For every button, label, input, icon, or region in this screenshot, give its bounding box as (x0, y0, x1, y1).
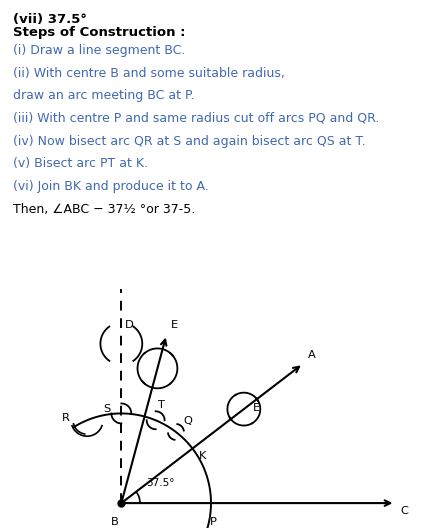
Text: T: T (157, 400, 163, 410)
Text: Then, ∠ABC − 37½ °or 37-5.: Then, ∠ABC − 37½ °or 37-5. (13, 203, 195, 216)
Text: (ii) With centre B and some suitable radius,: (ii) With centre B and some suitable rad… (13, 67, 284, 80)
Text: 37.5°: 37.5° (146, 478, 175, 488)
Text: E: E (170, 320, 178, 329)
Text: R: R (62, 413, 70, 423)
Text: P: P (210, 517, 217, 527)
Text: (vii) 37.5°: (vii) 37.5° (13, 13, 87, 26)
Text: (iii) With centre P and same radius cut off arcs PQ and QR.: (iii) With centre P and same radius cut … (13, 112, 379, 125)
Text: B: B (111, 517, 119, 527)
Text: E: E (253, 403, 260, 413)
Text: C: C (400, 506, 408, 515)
Text: Q: Q (184, 416, 192, 426)
Text: (vi) Join BK and produce it to A.: (vi) Join BK and produce it to A. (13, 180, 208, 193)
Text: K: K (198, 450, 206, 460)
Text: A: A (308, 350, 316, 360)
Text: (iv) Now bisect arc QR at S and again bisect arc QS at T.: (iv) Now bisect arc QR at S and again bi… (13, 135, 365, 148)
Text: Steps of Construction :: Steps of Construction : (13, 26, 185, 40)
Text: D: D (125, 320, 134, 330)
Text: (v) Bisect arc PT at K.: (v) Bisect arc PT at K. (13, 157, 148, 171)
Text: S: S (103, 404, 111, 414)
Text: (i) Draw a line segment BC.: (i) Draw a line segment BC. (13, 44, 185, 57)
Text: draw an arc meeting BC at P.: draw an arc meeting BC at P. (13, 89, 194, 102)
